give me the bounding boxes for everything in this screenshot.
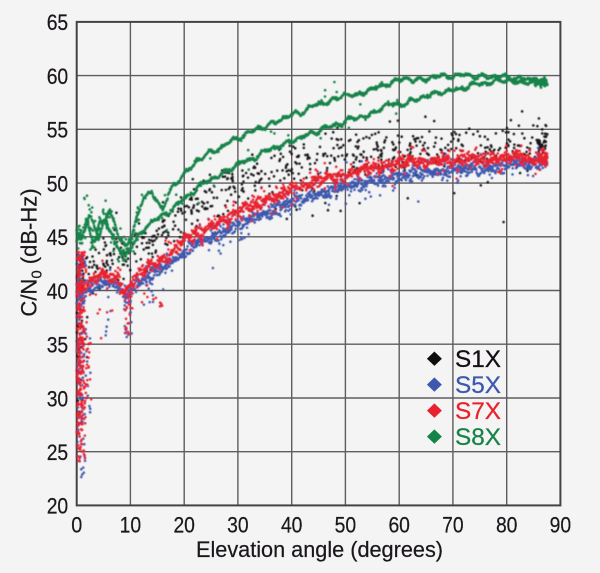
svg-text:10: 10 <box>120 512 142 537</box>
svg-text:90: 90 <box>550 512 572 537</box>
svg-text:20: 20 <box>47 494 69 519</box>
svg-text:40: 40 <box>47 279 69 304</box>
svg-text:40: 40 <box>281 512 303 537</box>
svg-text:S1X: S1X <box>455 346 501 373</box>
svg-text:35: 35 <box>47 333 69 358</box>
svg-text:S8X: S8X <box>455 424 501 451</box>
svg-text:C/N0 (dB-Hz): C/N0 (dB-Hz) <box>17 188 46 316</box>
svg-text:50: 50 <box>47 171 69 196</box>
svg-text:65: 65 <box>47 10 69 35</box>
svg-text:50: 50 <box>335 512 357 537</box>
svg-text:Elevation angle (degrees): Elevation angle (degrees) <box>196 537 443 562</box>
svg-text:55: 55 <box>47 118 69 143</box>
svg-text:45: 45 <box>47 225 69 250</box>
svg-text:20: 20 <box>173 512 195 537</box>
svg-text:30: 30 <box>227 512 249 537</box>
svg-text:60: 60 <box>47 64 69 89</box>
svg-text:0: 0 <box>71 512 82 537</box>
svg-text:30: 30 <box>47 386 69 411</box>
svg-text:S5X: S5X <box>455 372 501 399</box>
svg-text:80: 80 <box>496 512 518 537</box>
svg-text:S7X: S7X <box>455 398 501 425</box>
svg-text:60: 60 <box>388 512 410 537</box>
svg-text:70: 70 <box>442 512 464 537</box>
svg-text:25: 25 <box>47 440 69 465</box>
